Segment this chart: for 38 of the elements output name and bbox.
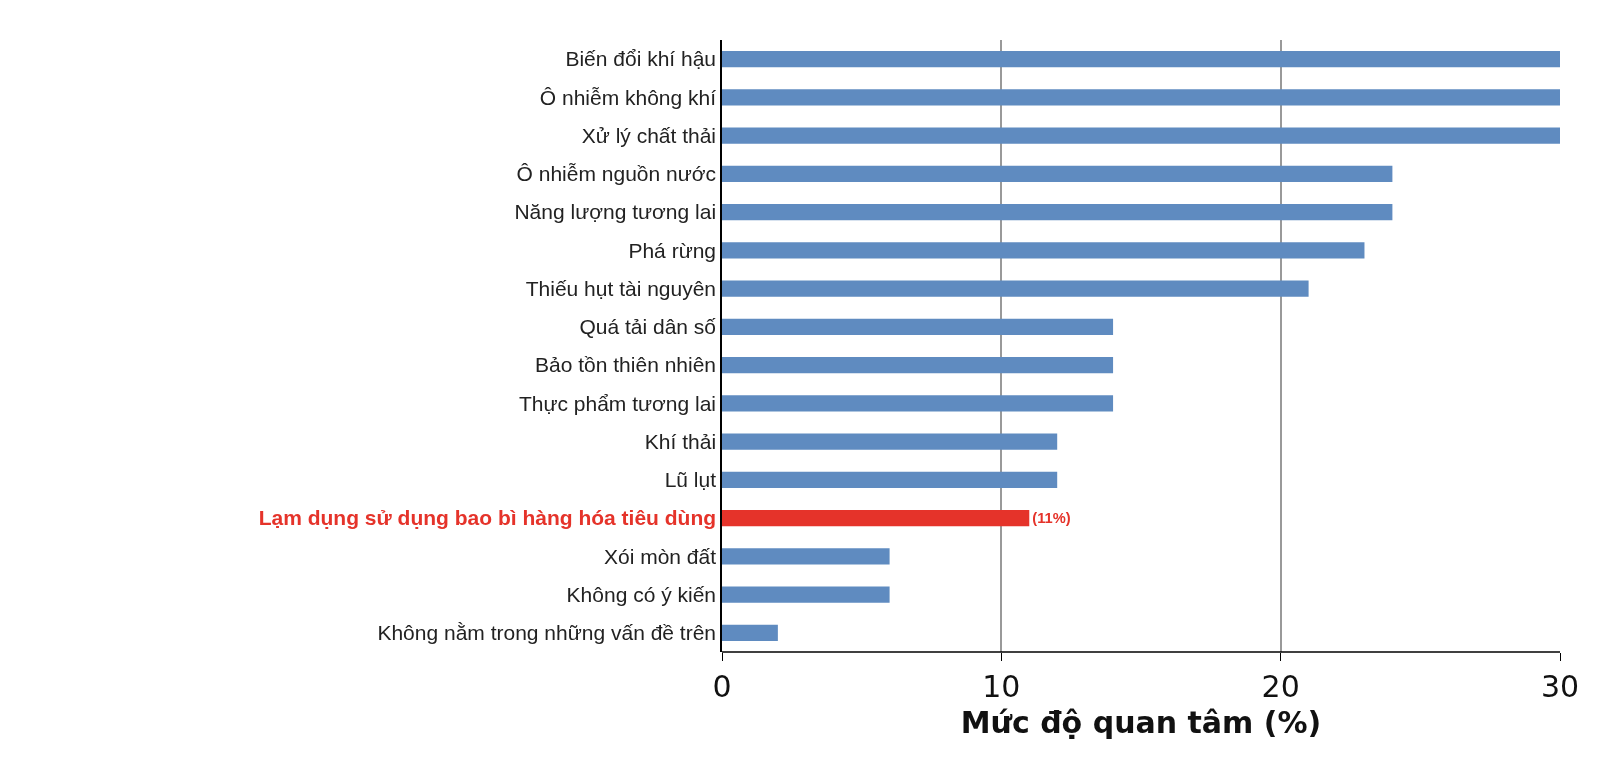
y-tick-label: Quá tải dân số [579,315,717,339]
bar [722,510,1030,527]
bar [722,280,1309,297]
x-tick-label: 0 [712,669,732,704]
y-tick-label: Biến đổi khí hậu [565,47,717,71]
y-tick-label: Không có ý kiến [566,582,717,606]
bar [722,548,890,565]
bar [722,127,1560,144]
y-tick-label: Ô nhiễm nguồn nước [516,162,717,186]
bar [722,624,778,641]
y-tick-label: Phá rừng [628,238,717,262]
bar [722,165,1393,182]
y-tick-label: Ô nhiễm không khí [539,85,717,109]
bar [722,433,1058,450]
bar [722,89,1560,106]
y-tick-label: Bảo tồn thiên nhiên [535,353,717,377]
y-tick-label: Xói mòn đất [603,544,717,568]
bar [722,586,890,603]
y-tick-label: Khí thải [644,429,717,453]
bar [722,395,1114,412]
x-tick-label: 10 [982,669,1021,704]
data-label: (11%) [1032,510,1071,527]
y-tick-label: Lũ lụt [664,468,717,492]
y-tick-label: Lạm dụng sử dụng bao bì hàng hóa tiêu dùng [258,506,717,530]
bar [722,318,1114,335]
bar [722,242,1365,259]
y-tick-label: Năng lượng tương lai [514,200,717,224]
bar [722,204,1393,221]
bar [722,51,1560,68]
bar [722,471,1058,488]
bar [722,357,1114,374]
y-tick-label: Thực phẩm tương lai [518,391,717,415]
y-tick-label: Xử lý chất thải [581,123,717,147]
x-axis-title: Mức độ quan tâm (%) [960,704,1322,740]
y-tick-label: Không nằm trong những vấn đề trên [377,621,717,645]
x-tick-label: 30 [1540,669,1580,704]
y-tick-label: Thiếu hụt tài nguyên [525,276,717,300]
x-tick-label: 20 [1261,669,1300,704]
